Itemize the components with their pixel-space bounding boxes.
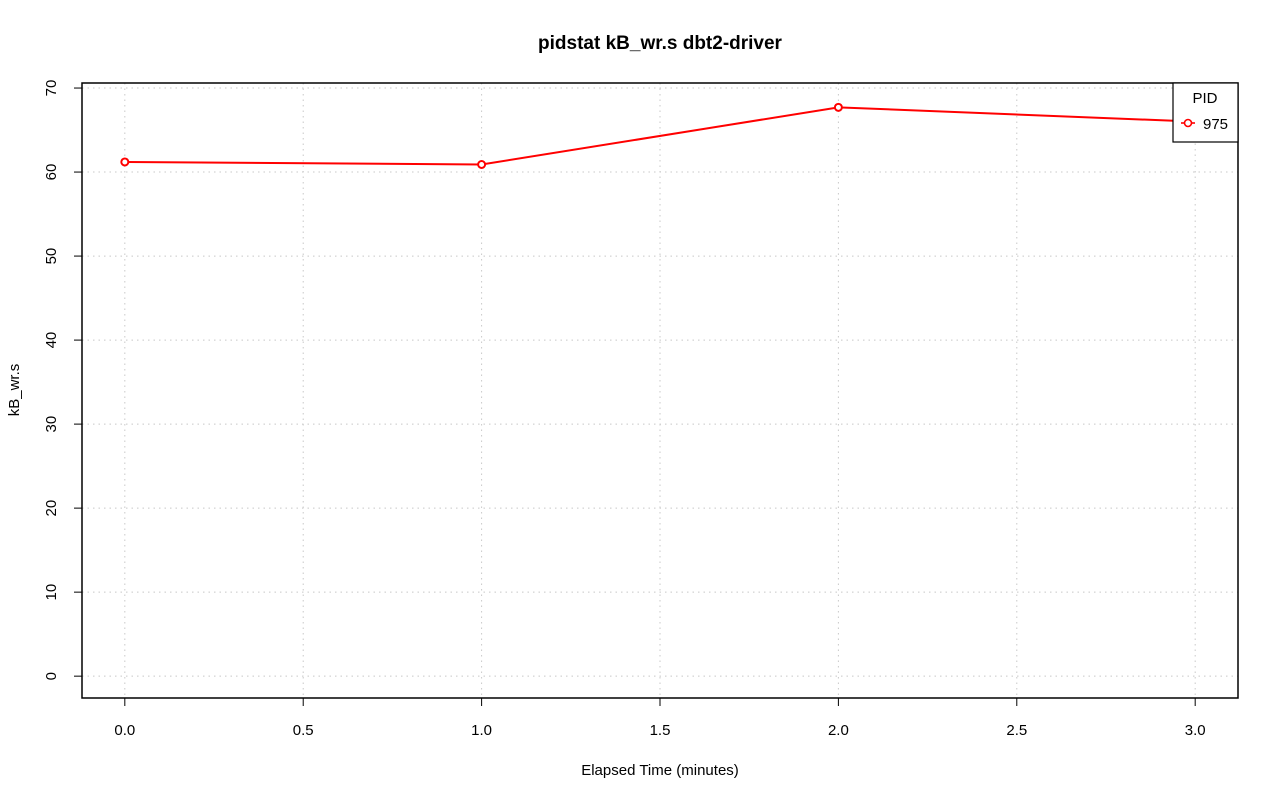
data-point <box>120 157 130 167</box>
y-axis: 0 10 20 30 40 50 60 70 <box>43 80 82 680</box>
y-tick-label: 30 <box>43 416 60 433</box>
chart-title: pidstat kB_wr.s dbt2-driver <box>538 33 783 54</box>
legend-box <box>1172 82 1239 143</box>
grid <box>82 83 1238 698</box>
legend: PID 975 <box>1172 82 1239 143</box>
data-point <box>477 159 487 169</box>
x-tick-label: 0.5 <box>293 722 314 739</box>
x-tick-label: 2.0 <box>828 722 849 739</box>
y-tick-label: 50 <box>43 248 60 265</box>
x-tick-label: 0.0 <box>114 722 135 739</box>
x-tick-label: 2.5 <box>1006 722 1027 739</box>
legend-marker-swatch <box>1183 118 1193 128</box>
legend-entry-975: 975 <box>1203 116 1228 133</box>
y-tick-label: 20 <box>43 500 60 517</box>
series-group <box>120 102 1200 169</box>
y-tick-label: 10 <box>43 584 60 601</box>
y-axis-label: kB_wr.s <box>6 364 23 417</box>
x-tick-label: 3.0 <box>1185 722 1206 739</box>
y-tick-label: 70 <box>43 80 60 97</box>
x-axis-label: Elapsed Time (minutes) <box>581 762 739 779</box>
y-tick-label: 60 <box>43 164 60 181</box>
series-line-975 <box>124 106 1196 166</box>
legend-title: PID <box>1192 90 1217 107</box>
y-tick-label: 40 <box>43 332 60 349</box>
x-tick-label: 1.5 <box>650 722 671 739</box>
x-tick-label: 1.0 <box>471 722 492 739</box>
x-axis: 0.0 0.5 1.0 1.5 2.0 2.5 3.0 <box>114 698 1206 739</box>
y-tick-label: 0 <box>43 672 60 680</box>
data-point <box>833 102 843 112</box>
